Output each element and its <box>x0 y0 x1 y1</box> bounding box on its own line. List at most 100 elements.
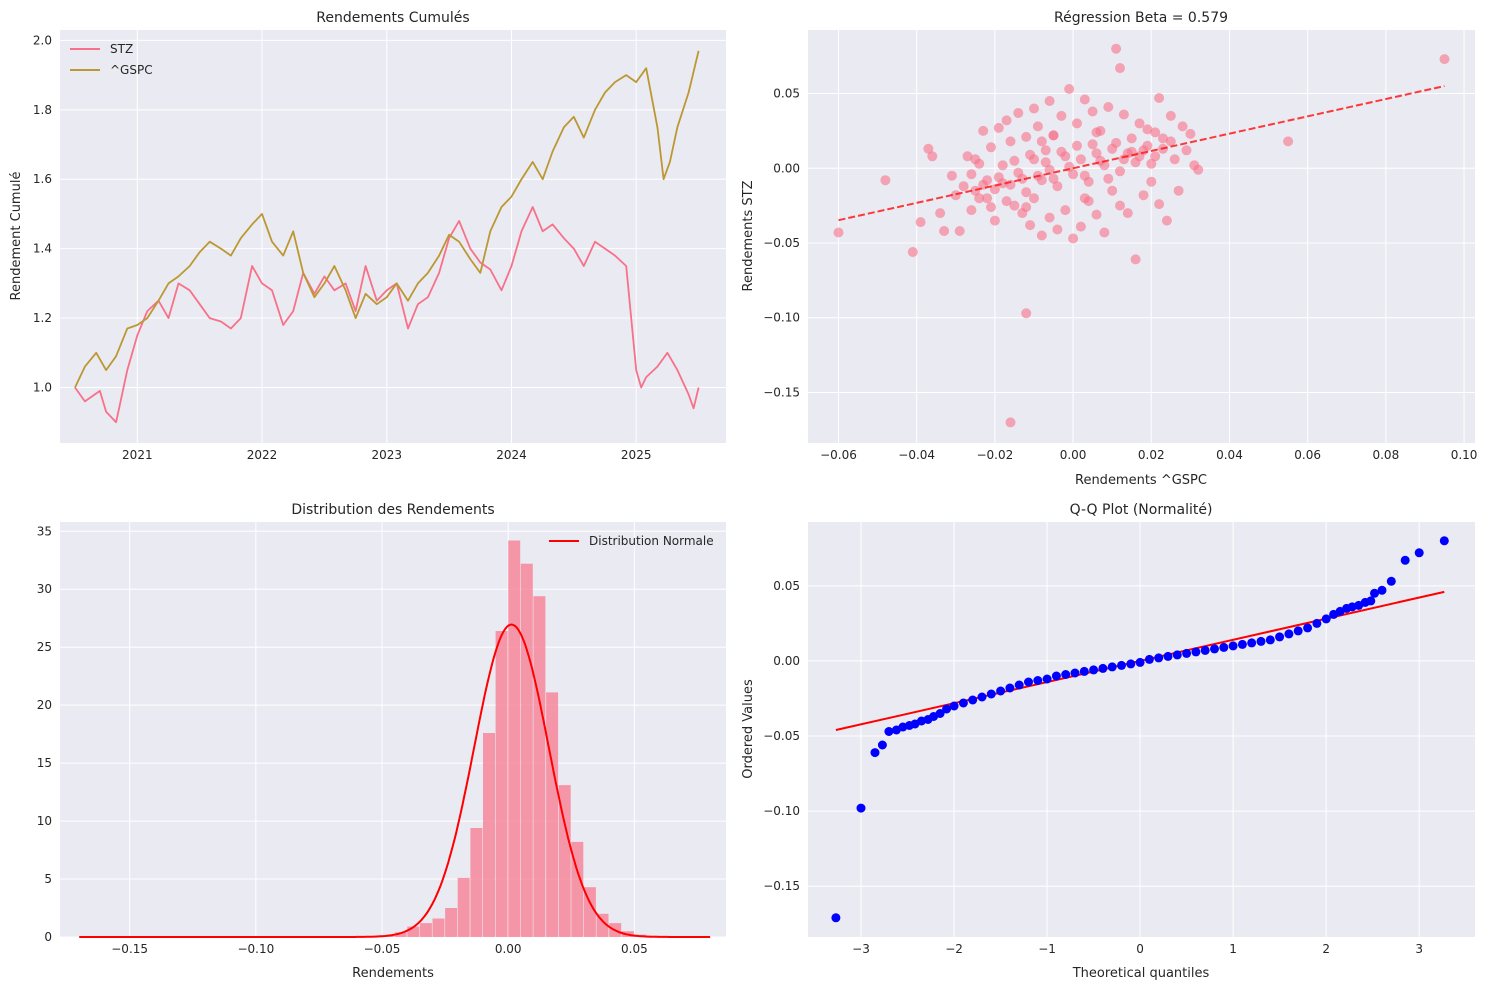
scatter-point <box>1079 170 1090 181</box>
scatter-point <box>1021 187 1032 198</box>
regression-xtick-label: 0.08 <box>1372 448 1399 462</box>
distribution-ytick-label: 0 <box>44 930 52 944</box>
panel-regression: −0.06 −0.04 −0.02 0.00 0.02 0.04 0.06 0.08 0.10 −… <box>741 10 1477 488</box>
regression-ytick-label: 0.05 <box>773 87 800 101</box>
scatter-point <box>1048 130 1059 141</box>
scatter-point <box>1091 209 1102 220</box>
scatter-point <box>1009 155 1020 166</box>
qqplot-xtick-label: 0 <box>1136 942 1144 956</box>
qq-point <box>1386 576 1396 586</box>
qq-point <box>1293 626 1303 636</box>
scatter-point <box>1150 127 1161 138</box>
scatter-point <box>1165 136 1176 147</box>
qqplot-ytick-label: 0.00 <box>773 654 800 668</box>
cumulative-ytick-label: 1.0 <box>33 380 52 394</box>
cumulative-xtick-label: 2022 <box>247 448 278 462</box>
histogram-bar <box>495 631 508 937</box>
scatter-point <box>986 142 996 153</box>
scatter-point <box>1146 176 1157 187</box>
scatter-point <box>970 185 981 196</box>
scatter-point <box>986 202 996 213</box>
scatter-point <box>1177 121 1188 132</box>
cumulative-xtick-label: 2025 <box>621 448 652 462</box>
qq-point <box>1117 660 1126 670</box>
panel-regression-grid <box>808 30 1475 443</box>
qq-point <box>996 686 1006 696</box>
scatter-point <box>1029 193 1039 204</box>
scatter-point <box>958 181 969 192</box>
scatter-point <box>1064 84 1075 94</box>
panel-cumulative-ticks: 2021 2022 2023 2024 2025 1.0 1.2 1.4 1.6 1.8 2.0 <box>33 33 652 462</box>
scatter-point <box>982 193 993 204</box>
qq-point <box>935 709 945 718</box>
scatter-point <box>1142 124 1153 135</box>
qq-point <box>831 913 841 923</box>
scatter-point <box>1072 140 1082 151</box>
scatter-point <box>1017 173 1028 184</box>
scatter-point <box>946 170 957 181</box>
qq-point <box>1414 548 1424 558</box>
qq-point <box>1210 644 1219 654</box>
qq-point <box>986 689 996 699</box>
panel-distribution-curve <box>79 623 711 938</box>
scatter-point <box>1044 96 1055 106</box>
scatter-point <box>915 217 926 228</box>
qq-point <box>1033 676 1043 685</box>
qq-point <box>968 695 978 705</box>
qq-point <box>1219 642 1229 652</box>
scatter-point <box>1021 131 1032 142</box>
scatter-point <box>1036 230 1047 241</box>
regression-line <box>838 85 1445 222</box>
scatter-point <box>954 226 965 236</box>
scatter-point <box>1021 202 1032 213</box>
scatter-point <box>1068 169 1079 180</box>
scatter-point <box>1181 145 1192 156</box>
qqplot-xtick-label: 1 <box>1229 942 1237 956</box>
scatter-point <box>1044 212 1055 223</box>
scatter-point <box>1158 133 1168 144</box>
qq-point <box>1098 663 1108 673</box>
regression-xtick-label: −0.04 <box>898 448 935 462</box>
histogram-bar <box>394 932 407 937</box>
qq-point <box>1042 674 1052 684</box>
y-axis-label-cumulative: Rendement Cumulé <box>9 172 24 301</box>
histogram-bar <box>508 540 521 937</box>
qq-point <box>958 698 968 708</box>
chart-title-distribution: Distribution des Rendements <box>291 502 494 518</box>
qq-point <box>1070 668 1080 678</box>
qq-point <box>1172 650 1182 660</box>
qqplot-xtick-label: −3 <box>852 942 870 956</box>
qq-point <box>1228 641 1238 651</box>
distribution-ytick-label: 30 <box>37 582 52 596</box>
y-axis-label-qqplot: Ordered Values <box>741 679 756 779</box>
regression-xtick-label: 0.10 <box>1451 448 1478 462</box>
histogram-bar <box>533 596 546 937</box>
qqplot-xtick-label: −2 <box>945 942 963 956</box>
scatter-point <box>993 122 1004 133</box>
qq-point <box>1182 648 1192 658</box>
panel-regression-bg <box>808 30 1475 443</box>
qqplot-ytick-label: −0.05 <box>763 729 800 743</box>
scatter-point <box>993 172 1004 183</box>
scatter-point <box>1052 224 1063 235</box>
panel-distribution-bg <box>60 522 726 937</box>
scatter-point <box>1005 136 1016 147</box>
scatter-point <box>1025 220 1036 231</box>
scatter-point <box>1040 145 1051 156</box>
scatter-point <box>989 215 1000 226</box>
distribution-xtick-label: −0.05 <box>364 942 401 956</box>
normal-curve <box>79 623 711 938</box>
scatter-point <box>1115 63 1125 74</box>
distribution-xtick-label: 0.00 <box>495 942 522 956</box>
qq-point <box>856 803 866 813</box>
legend-label-stz: STZ <box>110 42 133 56</box>
qq-point <box>1051 671 1061 681</box>
x-axis-label-distribution: Rendements <box>352 966 434 981</box>
qq-point <box>884 727 894 736</box>
panel-qqplot-bg <box>808 522 1475 937</box>
scatter-point <box>1056 110 1067 121</box>
qq-point <box>1321 614 1331 624</box>
regression-xtick-label: 0.04 <box>1216 448 1243 462</box>
series-line-gspc <box>74 50 700 388</box>
histogram-bar <box>483 733 495 937</box>
